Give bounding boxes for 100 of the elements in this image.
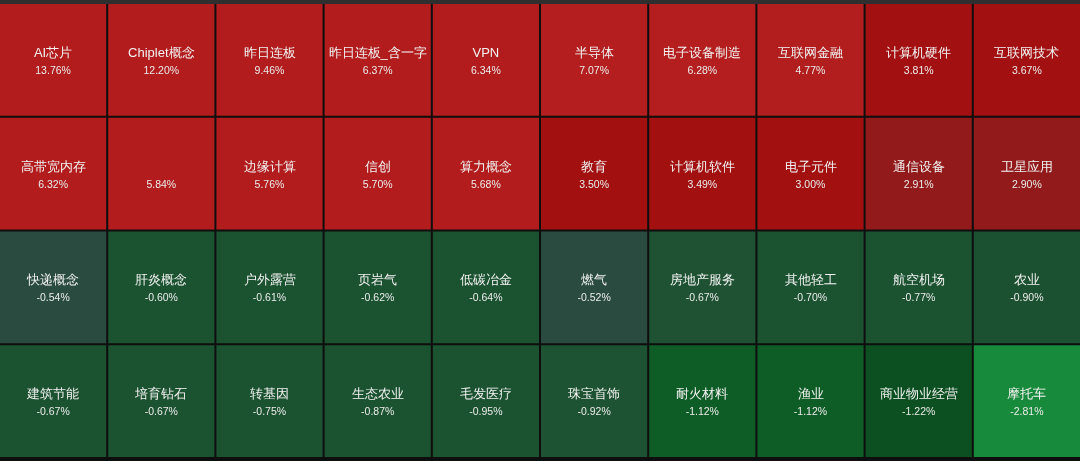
category-label: 转基因 [250, 386, 289, 402]
category-label: 毛发医疗 [459, 386, 512, 402]
data-label: -1.12% [793, 405, 828, 418]
tile: 互联网技术 3.67% [973, 4, 1080, 116]
data-label: 2.90% [1012, 177, 1042, 190]
data-label: -0.95% [469, 405, 503, 418]
tile: 其他轻工 -0.70% [757, 231, 864, 344]
data-label: 3.81% [903, 63, 934, 76]
data-label: -0.62% [361, 291, 395, 304]
tile: 转基因 -0.75% [216, 345, 323, 457]
tile: 肝炎概念 -0.60% [108, 231, 215, 344]
data-label: 3.49% [687, 177, 718, 190]
category-label: Chiplet概念 [128, 44, 195, 60]
category-label: 昨日连板_含一字 [328, 44, 427, 60]
data-label: 9.46% [254, 63, 285, 76]
tile: 昨日连板 9.46% [216, 4, 323, 116]
category-label: 生态农业 [351, 386, 404, 402]
data-label: -0.52% [577, 291, 611, 304]
category-label: 渔业 [797, 386, 824, 402]
category-label: 商业物业经营 [879, 386, 958, 402]
category-label: 边缘计算 [243, 158, 296, 174]
tile: 毛发医疗 -0.95% [432, 345, 539, 457]
data-label: 2.91% [903, 177, 934, 190]
category-label: AI芯片 [33, 44, 73, 60]
category-label: 算力概念 [459, 158, 512, 174]
category-label: 计算机硬件 [886, 44, 952, 60]
data-label: -0.61% [252, 291, 287, 304]
tile: 互联网金融 4.77% [757, 4, 864, 116]
data-label: -0.67% [144, 405, 178, 418]
data-label: 5.76% [254, 177, 285, 190]
data-label: 5.70% [362, 177, 393, 190]
data-label: -0.67% [36, 405, 70, 418]
category-label: 其他轻工 [784, 272, 837, 288]
category-label: 卫星应用 [1000, 158, 1053, 174]
tile: 算力概念 5.68% [432, 117, 539, 230]
tile: 昨日连板_含一字 6.37% [324, 4, 431, 116]
data-label: -0.92% [577, 405, 611, 418]
tile: 教育 3.50% [541, 117, 648, 230]
category-label: 计算机软件 [669, 158, 735, 174]
data-label: 12.20% [143, 63, 180, 76]
category-label: 低碳冶金 [459, 272, 512, 288]
data-label: -2.81% [1010, 405, 1044, 418]
tile: VPN 6.34% [432, 4, 539, 116]
category-label: 农业 [1013, 272, 1040, 288]
data-label: 5.68% [471, 177, 501, 190]
data-label: 3.67% [1012, 63, 1042, 76]
category-label: 通信设备 [892, 158, 945, 174]
category-label: 燃气 [581, 272, 608, 288]
tile: 电子元件 3.00% [757, 117, 864, 230]
tile: 边缘计算 5.76% [216, 117, 323, 230]
tile: 建筑节能 -0.67% [0, 345, 107, 457]
tile: 低碳冶金 -0.64% [432, 231, 539, 344]
tile: 计算机软件 3.49% [649, 117, 756, 230]
category-label: 半导体 [574, 44, 614, 60]
data-label: -0.67% [685, 291, 719, 304]
data-label: -0.90% [1010, 291, 1044, 304]
tile: 摩托车 -2.81% [973, 345, 1080, 457]
category-label: 培育钻石 [134, 386, 188, 402]
data-label: -0.60% [144, 291, 178, 304]
data-label: 7.07% [579, 63, 609, 76]
category-label: 珠宝首饰 [568, 386, 621, 402]
data-label: 3.50% [579, 177, 609, 190]
tile: 户外露营 -0.61% [216, 231, 323, 344]
category-label: 互联网技术 [994, 44, 1060, 60]
category-label: 页岩气 [358, 272, 398, 288]
data-label: 13.76% [35, 63, 71, 76]
tile: 商业物业经营 -1.22% [865, 345, 972, 457]
tile: 燃气 -0.52% [541, 231, 648, 344]
data-label: 3.00% [795, 177, 826, 190]
tile: 计算机硬件 3.81% [865, 4, 972, 116]
tile: 农业 -0.90% [973, 231, 1080, 344]
data-label: -0.75% [252, 405, 287, 418]
data-label: -0.70% [793, 291, 828, 304]
category-label: VPN [472, 44, 500, 60]
tile: 渔业 -1.12% [757, 345, 864, 457]
category-label: 互联网金融 [778, 44, 843, 60]
category-label: 耐火材料 [676, 386, 729, 402]
tile: 通信设备 2.91% [865, 117, 972, 230]
data-label: 4.77% [795, 63, 826, 76]
category-label: 昨日连板 [243, 44, 296, 60]
category-label: 电子元件 [784, 158, 837, 174]
tile: 页岩气 -0.62% [324, 231, 431, 344]
tile: 快递概念 -0.54% [0, 231, 107, 344]
data-label: 6.32% [38, 177, 68, 190]
category-label: 高带宽内存 [20, 158, 86, 174]
data-label: -0.64% [469, 291, 503, 304]
tile: 5.84% [108, 117, 215, 230]
tile: 航空机场 -0.77% [865, 231, 972, 344]
tile: 耐火材料 -1.12% [649, 345, 756, 457]
category-label: 房地产服务 [669, 272, 735, 288]
category-label: 教育 [581, 158, 608, 174]
data-label: 5.84% [146, 177, 177, 190]
data-label: 6.34% [471, 63, 501, 76]
data-label: -0.54% [36, 291, 70, 304]
data-label: -0.77% [902, 291, 936, 304]
category-label: 肝炎概念 [135, 272, 188, 288]
data-label: 6.28% [687, 63, 718, 76]
data-label: 6.37% [362, 63, 393, 76]
category-label: 信创 [364, 158, 391, 174]
tile: Chiplet概念 12.20% [108, 4, 215, 116]
